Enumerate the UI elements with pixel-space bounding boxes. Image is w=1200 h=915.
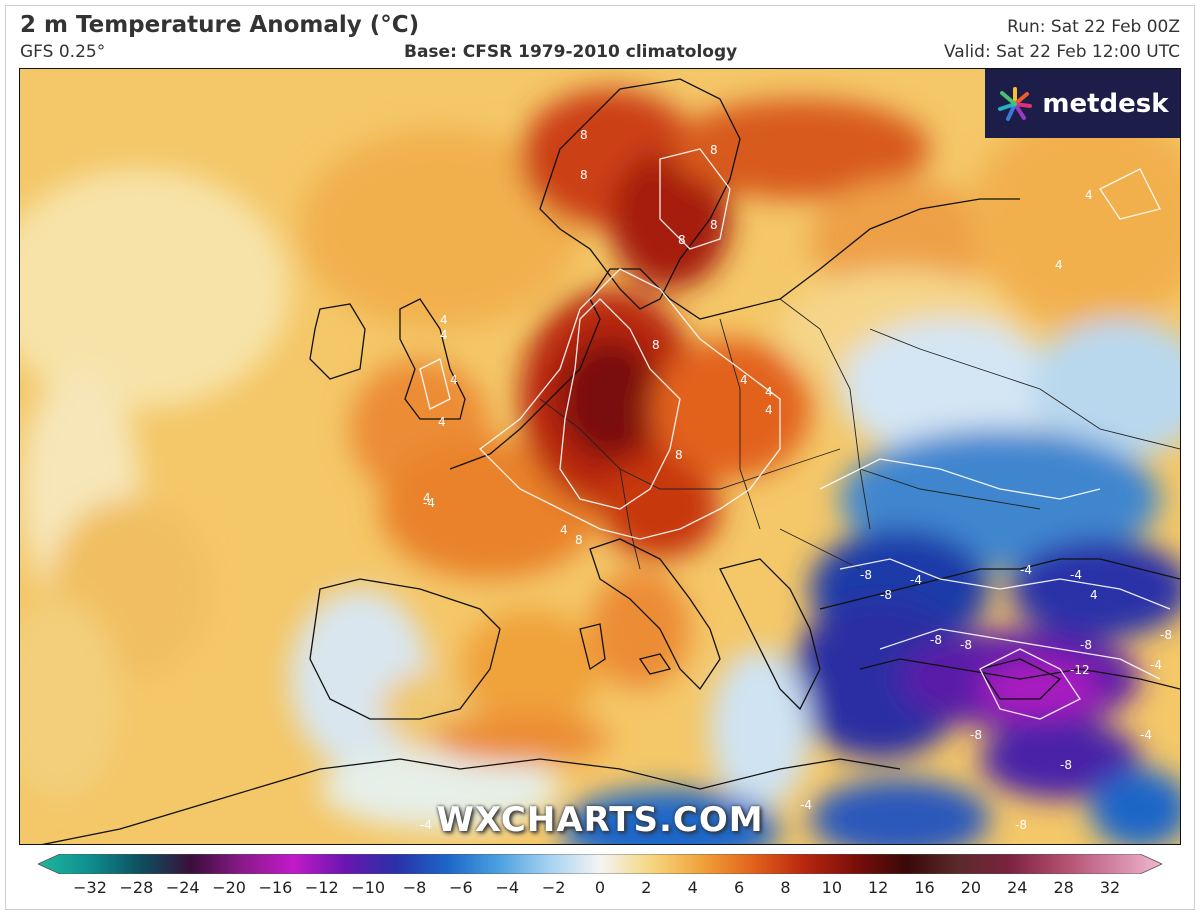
contour-label: 4 [1055, 258, 1063, 272]
contour-label: -4 [1070, 568, 1082, 582]
colorbar-tick-label: −2 [541, 878, 566, 897]
colorbar-tick-label: −8 [402, 878, 427, 897]
colorbar-tick-label: −24 [165, 878, 200, 897]
colorbar-tick-label: 2 [641, 878, 652, 897]
colorbar-tick-label: −4 [495, 878, 520, 897]
contour-label: -4 [1150, 658, 1162, 672]
colorbar-tick-label: −20 [212, 878, 246, 897]
colorbar-tick-label: 28 [1053, 878, 1074, 897]
colorbar-tick-label: 16 [914, 878, 935, 897]
contour-label: 8 [580, 128, 588, 142]
colorbar-tick-label: 20 [960, 878, 982, 897]
colorbar-tick-label: 6 [733, 878, 745, 897]
contour-label: -4 [910, 573, 922, 587]
contour-label: 4 [765, 385, 773, 399]
metdesk-logo: metdesk [985, 69, 1180, 138]
contour-label: -8 [960, 638, 972, 652]
contour-label: 4 [440, 313, 448, 327]
anomaly-map: 8 8 8 8 8 8 4 4 4 4 4 4 4 8 8 4 4 4 -4 -8 -8 -4 -8 -8 -12 -8 -8 -4-… [19, 68, 1181, 845]
contour-label: 4 [560, 523, 568, 537]
contour-label: -8 [860, 568, 872, 582]
colorbar-tick-label: 24 [1007, 878, 1028, 897]
metdesk-wordmark: metdesk [1042, 88, 1169, 119]
colorbar-tick-label: −10 [351, 878, 386, 897]
anomaly-field [20, 89, 1180, 844]
valid-time-label: Valid: Sat 22 Feb 12:00 UTC [943, 42, 1180, 62]
colorbar-tick-label: 4 [687, 878, 698, 897]
contour-label: 4 [438, 415, 446, 429]
contour-label: 8 [652, 338, 660, 352]
colorbar-tick-label: 32 [1099, 878, 1121, 897]
anomaly-contours [419, 148, 1171, 720]
climatology-base-label: Base: CFSR 1979-2010 climatology [404, 42, 738, 62]
wxcharts-watermark: WXCHARTS.COM [436, 800, 764, 840]
contour-label: 4 [765, 403, 773, 417]
contour-label: 4 [440, 328, 448, 342]
contour-label: 8 [675, 448, 683, 462]
contour-label: 8 [678, 233, 686, 247]
colorbar-ramp [38, 854, 1162, 874]
colorbar-tick-label: 0 [594, 878, 606, 897]
model-label: GFS 0.25° [20, 42, 106, 62]
contour-label: 4 [1085, 188, 1093, 202]
colorbar-tick-label: −32 [73, 878, 107, 897]
colorbar-tick-label: 8 [780, 878, 791, 897]
contour-label: 4 [423, 491, 431, 505]
contour-label: -8 [1080, 638, 1092, 652]
run-time-label: Run: Sat 22 Feb 00Z [1007, 17, 1180, 37]
country-borders [489, 298, 1180, 670]
coastlines [41, 78, 1180, 844]
contour-label: 8 [710, 143, 718, 157]
contour-label: 4 [450, 373, 458, 387]
contour-label: -8 [1060, 758, 1072, 772]
colorbar-tick-label: 10 [821, 878, 842, 897]
contour-label: -8 [970, 728, 982, 742]
chart-title: 2 m Temperature Anomaly (°C) [20, 12, 420, 38]
colorbar-ticks: −32 −28 −24 −20 −16 −12 −10 −8 −6 −4 −2 0 2 4 6 8 10 12 16… [0, 878, 1200, 902]
contour-label: -4 [420, 818, 432, 832]
contour-label: -8 [930, 633, 942, 647]
contour-label: -8 [880, 588, 892, 602]
colorbar-tick-label: −28 [119, 878, 154, 897]
contour-label: -12 [1070, 663, 1090, 677]
contour-label: -4 [800, 798, 812, 812]
contour-label: -4 [1020, 563, 1032, 577]
colorbar [38, 854, 1162, 874]
colorbar-tick-label: −16 [258, 878, 293, 897]
contour-label: 4 [1090, 588, 1098, 602]
contour-label: 8 [580, 168, 588, 182]
contour-label: 8 [575, 533, 583, 547]
contour-label: -8 [1015, 818, 1027, 832]
contour-label: 4 [740, 373, 748, 387]
colorbar-tick-label: −6 [449, 878, 473, 897]
colorbar-tick-label: −12 [304, 878, 339, 897]
contour-label: -8 [1160, 628, 1172, 642]
contour-label: -4 [423, 496, 435, 510]
contour-label: 8 [710, 218, 718, 232]
contour-label: -4 [1140, 728, 1152, 742]
metdesk-flower-icon [998, 86, 1033, 121]
colorbar-tick-label: 12 [867, 878, 889, 897]
